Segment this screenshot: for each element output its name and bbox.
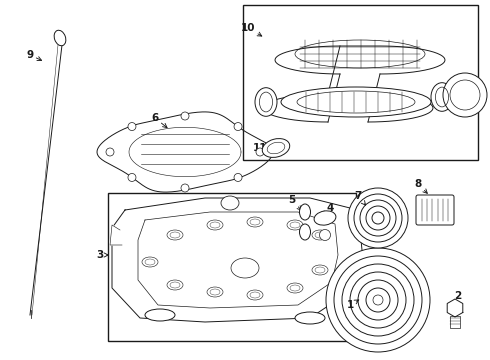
Circle shape [181, 184, 189, 192]
Circle shape [334, 256, 422, 344]
Bar [243, 5, 478, 160]
Text: 11: 11 [253, 143, 271, 153]
Ellipse shape [247, 290, 263, 300]
Ellipse shape [287, 220, 303, 230]
Ellipse shape [207, 220, 223, 230]
Circle shape [372, 212, 384, 224]
Ellipse shape [431, 83, 453, 111]
Ellipse shape [54, 30, 66, 46]
FancyBboxPatch shape [416, 195, 454, 225]
Ellipse shape [312, 230, 328, 240]
Ellipse shape [142, 257, 158, 267]
Ellipse shape [145, 309, 175, 321]
Ellipse shape [247, 217, 263, 227]
Ellipse shape [312, 265, 328, 275]
Circle shape [342, 264, 414, 336]
Bar [108, 193, 356, 341]
Ellipse shape [281, 87, 431, 117]
Text: 7: 7 [354, 191, 366, 205]
Circle shape [360, 200, 396, 236]
Text: 6: 6 [151, 113, 167, 128]
Circle shape [350, 272, 406, 328]
Ellipse shape [255, 88, 277, 116]
Circle shape [354, 194, 402, 242]
Circle shape [234, 122, 242, 131]
Ellipse shape [287, 283, 303, 293]
Circle shape [106, 148, 114, 156]
Circle shape [366, 288, 390, 312]
Circle shape [256, 148, 264, 156]
Text: 3: 3 [97, 250, 108, 260]
Circle shape [358, 280, 398, 320]
Text: 1: 1 [346, 300, 359, 310]
Circle shape [326, 248, 430, 352]
Ellipse shape [299, 224, 311, 240]
Text: 4: 4 [323, 203, 334, 215]
Ellipse shape [319, 230, 330, 240]
Text: 12: 12 [461, 83, 475, 96]
Text: 10: 10 [241, 23, 262, 36]
Polygon shape [112, 198, 362, 322]
Ellipse shape [262, 139, 290, 157]
Bar [450, 316, 460, 328]
Ellipse shape [231, 258, 259, 278]
Circle shape [366, 206, 390, 230]
Polygon shape [447, 299, 463, 317]
Text: 2: 2 [453, 291, 462, 305]
Polygon shape [110, 225, 122, 245]
Circle shape [128, 174, 136, 181]
Circle shape [348, 188, 408, 248]
Text: 9: 9 [26, 50, 42, 60]
Text: 8: 8 [415, 179, 427, 193]
Ellipse shape [295, 312, 325, 324]
Ellipse shape [167, 280, 183, 290]
Text: 5: 5 [289, 195, 301, 210]
Circle shape [181, 112, 189, 120]
Ellipse shape [221, 196, 239, 210]
Circle shape [373, 295, 383, 305]
Ellipse shape [167, 230, 183, 240]
Circle shape [443, 73, 487, 117]
Ellipse shape [207, 287, 223, 297]
Ellipse shape [299, 204, 311, 220]
Ellipse shape [314, 211, 336, 225]
Circle shape [234, 174, 242, 181]
Circle shape [128, 122, 136, 131]
